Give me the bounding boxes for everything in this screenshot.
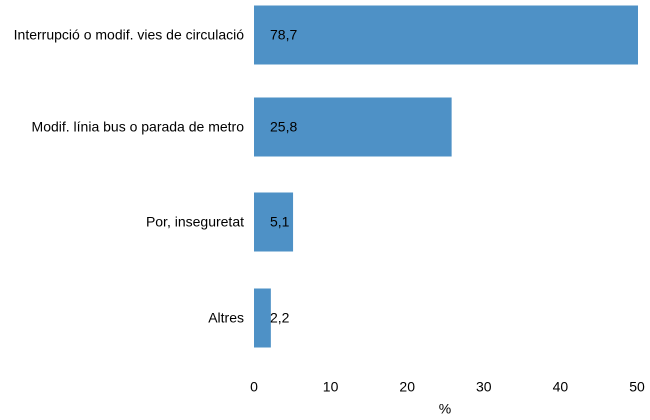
- x-tick-label: 0: [250, 379, 258, 395]
- data-label: 5,1: [270, 214, 290, 230]
- bar: [254, 5, 638, 65]
- x-tick-label: 20: [399, 379, 415, 395]
- x-tick-label: 30: [476, 379, 492, 395]
- data-label: 78,7: [270, 27, 297, 43]
- data-label: 25,8: [270, 119, 297, 135]
- bar: [254, 288, 271, 348]
- y-tick-label: Por, inseguretat: [145, 213, 244, 230]
- y-tick-label: Altres: [208, 309, 244, 326]
- x-tick-label: 10: [323, 379, 339, 395]
- y-tick-label: Modif. línia bus o parada de metro: [31, 118, 244, 135]
- data-label: 2,2: [270, 310, 290, 326]
- x-tick-label: 50: [629, 379, 645, 395]
- bars: [254, 5, 638, 348]
- bar: [254, 192, 294, 252]
- y-tick-label: Interrupció o modif. vies de circulació: [13, 26, 244, 43]
- bar: [254, 97, 452, 157]
- x-axis-label: %: [439, 401, 451, 417]
- x-tick-label: 40: [553, 379, 569, 395]
